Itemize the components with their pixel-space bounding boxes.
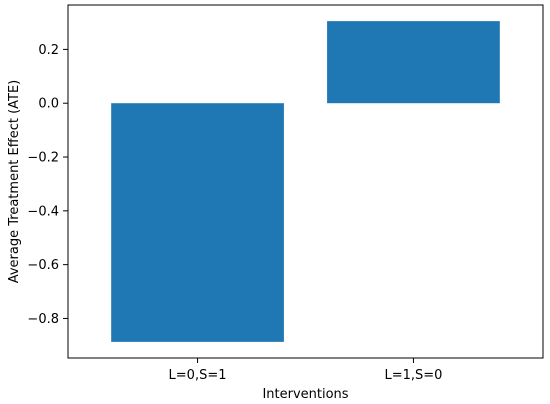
y-tick-label: −0.8 — [27, 312, 59, 327]
y-tick-label: −0.6 — [27, 258, 59, 273]
plot-frame — [67, 4, 544, 359]
bar-L=0,S=1 — [111, 103, 284, 342]
y-axis-ticks: −0.8 −0.6 −0.4 −0.2 0.0 0.2 — [27, 43, 68, 327]
x-axis-label: Interventions — [262, 387, 348, 402]
y-tick-label: 0.0 — [38, 97, 59, 112]
y-axis-label: Average Treatment Effect (ATE) — [7, 80, 22, 284]
y-tick-label: −0.2 — [27, 151, 59, 166]
x-tick-label: L=1,S=0 — [384, 368, 442, 383]
y-tick-label: −0.4 — [27, 204, 59, 219]
bars-group — [111, 21, 500, 342]
x-axis-ticks: L=0,S=1 L=1,S=0 — [169, 358, 442, 383]
x-tick-label: L=0,S=1 — [169, 368, 227, 383]
y-tick-label: 0.2 — [38, 43, 59, 58]
bar-L=1,S=0 — [327, 21, 500, 104]
